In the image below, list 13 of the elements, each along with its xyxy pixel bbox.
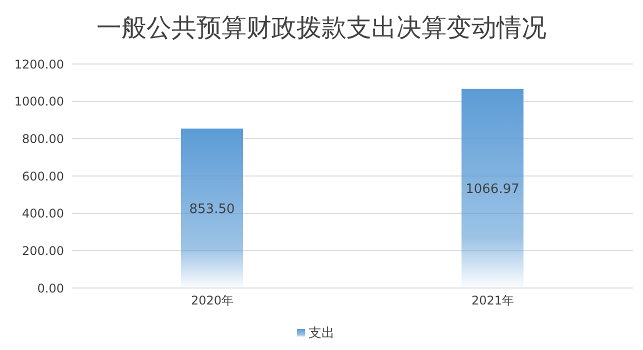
x-tick-label: 2020年 (190, 294, 234, 308)
y-tick-label: 800.00 (22, 132, 64, 146)
legend-label: 支出 (308, 326, 334, 341)
y-tick-label: 0.00 (37, 281, 64, 296)
x-tick-label: 2021年 (471, 294, 514, 308)
data-label: 853.50 (189, 202, 235, 217)
y-tick-label: 200.00 (22, 244, 64, 258)
y-tick-label: 600.00 (22, 169, 64, 184)
y-tick-label: 1000.00 (14, 94, 64, 109)
y-tick-label: 1200.00 (14, 57, 64, 72)
y-tick-label: 400.00 (22, 206, 64, 221)
chart-title: 一般公共预算财政拨款支出决算变动情况 (96, 12, 548, 44)
data-label: 1066.97 (466, 182, 520, 198)
